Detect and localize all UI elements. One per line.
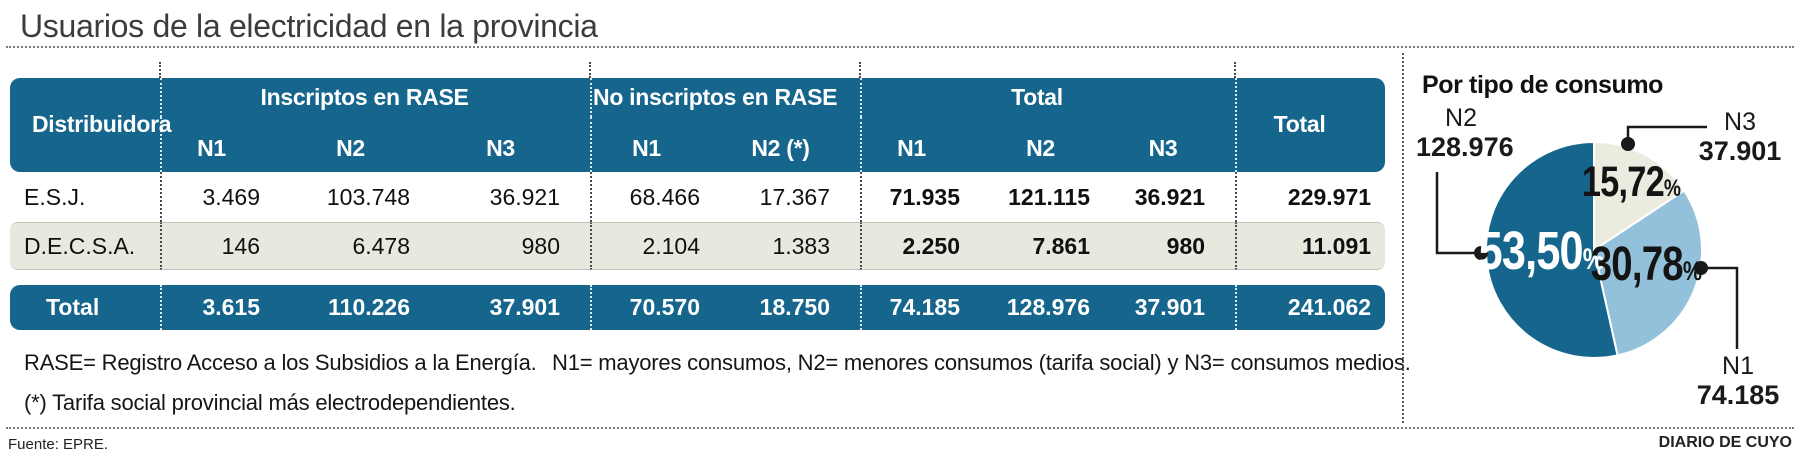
connector-line-n3 — [1626, 125, 1707, 141]
subcol-header: N2 — [990, 117, 1121, 172]
users-table-wrap: Distribuidora Inscriptos en RASE No insc… — [10, 78, 1386, 330]
cell: 3.615 — [160, 285, 290, 330]
group-header-inscriptos: Inscriptos en RASE — [160, 78, 591, 117]
table-row-decsa: D.E.C.S.A. 146 6.478 980 2.104 1.383 2.2… — [10, 222, 1386, 270]
note-rase: RASE= Registro Acceso a los Subsidios a … — [24, 350, 537, 375]
cell: 121.115 — [1008, 183, 1091, 210]
pie-percent-n1: 30,78% — [1590, 238, 1702, 291]
column-separator-stub — [159, 62, 161, 78]
pie-callout-label: N2 — [1445, 104, 1477, 132]
subcol-header: N1 — [590, 117, 731, 172]
divider-bottom — [6, 427, 1794, 429]
cell: 146 — [160, 222, 290, 270]
pie-percent-n3: 15,72% — [1581, 158, 1681, 206]
pie-chart — [1485, 140, 1703, 359]
cell: 11.091 — [1235, 222, 1386, 270]
connector-line-n1 — [1703, 266, 1739, 349]
cell: 1.383 — [730, 222, 861, 270]
connector-line-n2 — [1435, 172, 1477, 255]
cell: 6.478 — [290, 222, 440, 270]
cell: 103.748 — [326, 183, 410, 210]
cell: 7.861 — [990, 222, 1121, 270]
cell: 3.469 — [160, 172, 290, 222]
connector-dot-n2 — [1474, 246, 1488, 260]
page-title: Usuarios de la electricidad en la provin… — [20, 8, 598, 44]
pie-slice-n3 — [1593, 140, 1686, 252]
connector-dot-n1 — [1694, 261, 1708, 275]
row-label: D.E.C.S.A. — [10, 222, 160, 270]
pie-callout-n1: N1 74.185 — [1688, 352, 1788, 410]
group-header-no-inscriptos: No inscriptos en RASE — [590, 78, 861, 117]
cell: 17.367 — [759, 183, 831, 210]
cell: 36.921 — [489, 183, 561, 210]
subcol-header: N2 (*) — [730, 117, 861, 172]
subcol-header: N2 — [290, 117, 440, 172]
cell: 68.466 — [590, 172, 730, 222]
pie-callout-n2: N2 128.976 — [1416, 104, 1514, 162]
col-header-distribuidora: Distribuidora — [10, 78, 172, 172]
pie-callout-value: 128.976 — [1416, 132, 1514, 162]
col-header-total: Total — [1235, 78, 1386, 172]
spacer-row — [10, 270, 1385, 285]
row-label: Total — [10, 285, 160, 330]
subcol-header: N1 — [160, 117, 290, 172]
cell: 37.901 — [1120, 285, 1236, 330]
note-levels: N1= mayores consumos, N2= menores consum… — [552, 350, 1411, 375]
cell: 110.226 — [290, 285, 440, 330]
subcol-header: N3 — [440, 117, 591, 172]
cell: 74.185 — [860, 285, 991, 330]
cell: 70.570 — [590, 285, 731, 330]
divider-top — [6, 46, 1794, 48]
cell: 37.901 — [440, 285, 591, 330]
column-separator-stub — [589, 62, 591, 78]
group-header-total: Total — [860, 78, 1236, 117]
table-total-row: Total 3.615 110.226 37.901 70.570 18.750… — [10, 285, 1386, 330]
cell: 241.062 — [1235, 285, 1386, 330]
pie-callout-n3: N3 37.901 — [1692, 108, 1788, 166]
note-asterisk: (*) Tarifa social provincial más electro… — [24, 390, 516, 415]
users-table: Distribuidora Inscriptos en RASE No insc… — [10, 78, 1386, 330]
cell: 2.104 — [590, 222, 731, 270]
connector-dot-n3 — [1621, 137, 1635, 151]
pie-callout-label: N3 — [1724, 108, 1756, 136]
table-row-esj: E.S.J. 3.469 103.748 36.921 68.466 17.36… — [10, 172, 1385, 222]
divider-vertical — [1402, 53, 1404, 423]
source-label: Fuente: EPRE. — [8, 436, 109, 453]
cell: 980 — [1120, 222, 1236, 270]
pie-callout-value: 37.901 — [1698, 136, 1782, 166]
cell: 71.935 — [860, 172, 990, 222]
cell: 2.250 — [860, 222, 991, 270]
cell: 229.971 — [1235, 172, 1385, 222]
row-label: E.S.J. — [24, 183, 86, 210]
pie-connector-lines — [1435, 125, 1739, 349]
cell: 18.750 — [730, 285, 861, 330]
pie-callout-value: 74.185 — [1696, 380, 1780, 410]
subcol-header: N3 — [1120, 117, 1236, 172]
cell: 980 — [440, 222, 591, 270]
pie-callout-label: N1 — [1722, 352, 1754, 380]
pie-slice-n1 — [1592, 189, 1703, 357]
pie-slice-n2 — [1485, 140, 1619, 359]
subcol-header: N1 — [860, 117, 991, 172]
column-separator-stub — [859, 62, 861, 78]
column-separator-stub — [1234, 62, 1236, 78]
credit-label: DIARIO DE CUYO — [1658, 434, 1792, 451]
cell: 128.976 — [990, 285, 1121, 330]
pie-title: Por tipo de consumo — [1422, 71, 1664, 99]
pie-percent-n2: 53,50% — [1478, 221, 1604, 281]
cell: 36.921 — [1134, 183, 1206, 210]
